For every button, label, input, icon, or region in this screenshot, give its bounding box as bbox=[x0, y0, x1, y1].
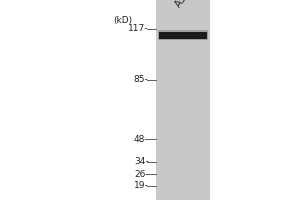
Text: 85-: 85- bbox=[134, 75, 148, 84]
Text: 48-: 48- bbox=[134, 135, 148, 144]
Bar bbox=[158, 30, 208, 40]
Text: 117-: 117- bbox=[128, 24, 148, 33]
Bar bbox=[159, 32, 207, 39]
Text: A549: A549 bbox=[173, 0, 196, 9]
Bar bbox=[156, 0, 210, 200]
Text: (kD): (kD) bbox=[113, 17, 133, 25]
Text: 34-: 34- bbox=[134, 157, 148, 166]
Text: 19-: 19- bbox=[134, 181, 148, 190]
Text: 26-: 26- bbox=[134, 170, 148, 179]
